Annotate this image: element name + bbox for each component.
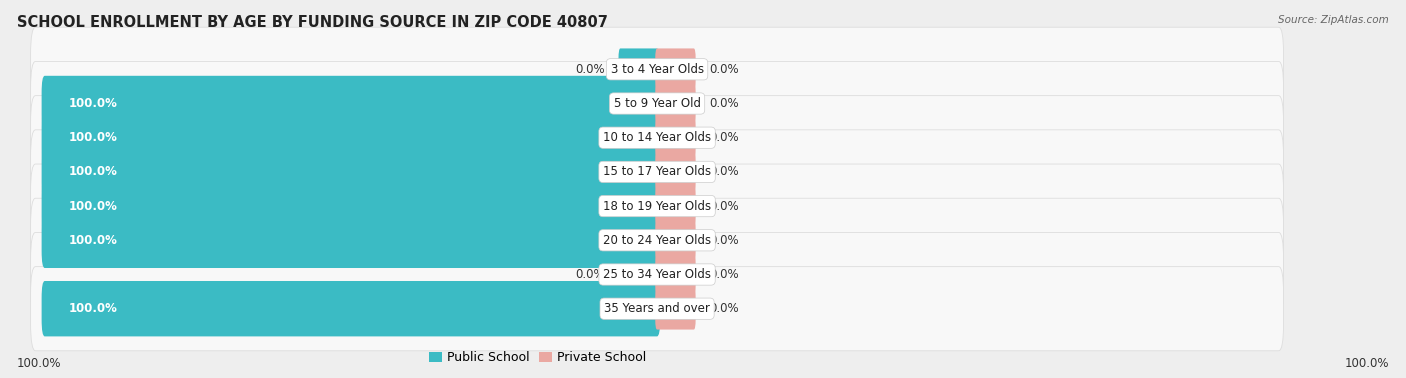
FancyBboxPatch shape [655,151,696,193]
FancyBboxPatch shape [42,144,661,200]
Text: 0.0%: 0.0% [709,200,738,212]
Text: SCHOOL ENROLLMENT BY AGE BY FUNDING SOURCE IN ZIP CODE 40807: SCHOOL ENROLLMENT BY AGE BY FUNDING SOUR… [17,15,607,30]
FancyBboxPatch shape [42,76,661,131]
Text: 5 to 9 Year Old: 5 to 9 Year Old [613,97,700,110]
FancyBboxPatch shape [31,266,1284,351]
Text: 0.0%: 0.0% [575,63,605,76]
Text: 100.0%: 100.0% [1344,358,1389,370]
Text: 100.0%: 100.0% [69,131,118,144]
FancyBboxPatch shape [31,130,1284,214]
FancyBboxPatch shape [655,48,696,90]
Text: 100.0%: 100.0% [69,97,118,110]
Text: 0.0%: 0.0% [709,97,738,110]
Text: 100.0%: 100.0% [69,166,118,178]
FancyBboxPatch shape [31,164,1284,248]
FancyBboxPatch shape [655,288,696,330]
Text: 15 to 17 Year Olds: 15 to 17 Year Olds [603,166,711,178]
Text: 0.0%: 0.0% [709,63,738,76]
FancyBboxPatch shape [619,254,659,295]
FancyBboxPatch shape [31,62,1284,146]
Legend: Public School, Private School: Public School, Private School [425,347,651,369]
FancyBboxPatch shape [619,48,659,90]
Text: 20 to 24 Year Olds: 20 to 24 Year Olds [603,234,711,247]
FancyBboxPatch shape [655,185,696,227]
FancyBboxPatch shape [42,281,661,336]
Text: 100.0%: 100.0% [69,302,118,315]
FancyBboxPatch shape [655,117,696,158]
FancyBboxPatch shape [31,96,1284,180]
FancyBboxPatch shape [655,83,696,124]
FancyBboxPatch shape [31,27,1284,112]
Text: 0.0%: 0.0% [575,268,605,281]
FancyBboxPatch shape [42,212,661,268]
Text: 0.0%: 0.0% [709,234,738,247]
Text: 100.0%: 100.0% [17,358,62,370]
Text: 100.0%: 100.0% [69,200,118,212]
Text: 25 to 34 Year Olds: 25 to 34 Year Olds [603,268,711,281]
Text: 0.0%: 0.0% [709,302,738,315]
FancyBboxPatch shape [42,110,661,166]
FancyBboxPatch shape [31,198,1284,282]
Text: 18 to 19 Year Olds: 18 to 19 Year Olds [603,200,711,212]
Text: Source: ZipAtlas.com: Source: ZipAtlas.com [1278,15,1389,25]
FancyBboxPatch shape [42,178,661,234]
Text: 35 Years and over: 35 Years and over [605,302,710,315]
FancyBboxPatch shape [655,220,696,261]
Text: 100.0%: 100.0% [69,234,118,247]
Text: 0.0%: 0.0% [709,131,738,144]
FancyBboxPatch shape [31,232,1284,316]
FancyBboxPatch shape [655,254,696,295]
Text: 3 to 4 Year Olds: 3 to 4 Year Olds [610,63,703,76]
Text: 0.0%: 0.0% [709,166,738,178]
Text: 10 to 14 Year Olds: 10 to 14 Year Olds [603,131,711,144]
Text: 0.0%: 0.0% [709,268,738,281]
